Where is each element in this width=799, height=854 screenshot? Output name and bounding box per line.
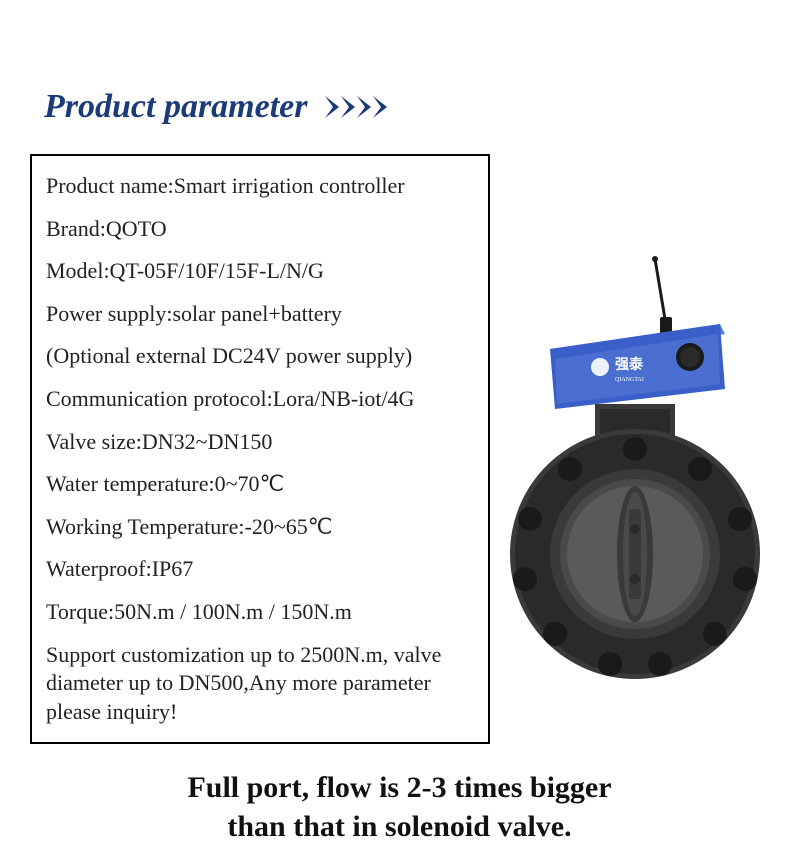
bolt-hole-icon	[543, 622, 567, 646]
bolt-hole-icon	[688, 457, 712, 481]
footer-line-2: than that in solenoid valve.	[0, 807, 799, 846]
spec-valve-size: Valve size:DN32~DN150	[46, 428, 474, 457]
butterfly-stem-icon	[629, 509, 641, 599]
brand-label: 强泰	[615, 356, 644, 373]
arrow-icon	[373, 96, 387, 118]
spec-water-temp: Water temperature:0~70℃	[46, 470, 474, 499]
spec-model: Model:QT-05F/10F/15F-L/N/G	[46, 257, 474, 286]
bolt-hole-icon	[648, 652, 672, 676]
antenna-tip-icon	[652, 256, 658, 262]
arrows-decoration	[325, 96, 387, 118]
brand-logo-icon	[591, 358, 609, 376]
stem-bolt-icon	[630, 574, 640, 584]
footer-text: Full port, flow is 2-3 times bigger than…	[0, 768, 799, 846]
bolt-hole-icon	[623, 437, 647, 461]
spec-power-supply: Power supply:solar panel+battery	[46, 300, 474, 329]
knob-inner-icon	[680, 347, 700, 367]
bolt-hole-icon	[703, 622, 727, 646]
content-area: Product name:Smart irrigation controller…	[0, 154, 799, 744]
footer-line-1: Full port, flow is 2-3 times bigger	[0, 768, 799, 807]
arrow-icon	[325, 96, 339, 118]
spec-waterproof: Waterproof:IP67	[46, 555, 474, 584]
arrow-icon	[357, 96, 371, 118]
bolt-hole-icon	[728, 507, 752, 531]
bolt-hole-icon	[598, 652, 622, 676]
spec-torque: Torque:50N.m / 100N.m / 150N.m	[46, 598, 474, 627]
spec-box: Product name:Smart irrigation controller…	[30, 154, 490, 744]
bolt-hole-icon	[558, 457, 582, 481]
product-illustration: 强泰 QIANGTAI	[495, 249, 775, 689]
spec-working-temp: Working Temperature:-20~65℃	[46, 513, 474, 542]
header: Product parameter	[0, 0, 799, 126]
arrow-icon	[341, 96, 355, 118]
spec-power-optional: (Optional external DC24V power supply)	[46, 342, 474, 371]
bolt-hole-icon	[733, 567, 757, 591]
stem-bolt-icon	[630, 524, 640, 534]
product-image-area: 强泰 QIANGTAI	[490, 154, 779, 744]
spec-communication: Communication protocol:Lora/NB-iot/4G	[46, 385, 474, 414]
brand-sublabel: QIANGTAI	[615, 377, 644, 383]
bolt-hole-icon	[518, 507, 542, 531]
spec-brand: Brand:QOTO	[46, 215, 474, 244]
antenna-icon	[655, 259, 665, 319]
page-title: Product parameter	[44, 88, 307, 126]
spec-customization: Support customization up to 2500N.m, val…	[46, 641, 474, 727]
bolt-hole-icon	[513, 567, 537, 591]
spec-product-name: Product name:Smart irrigation controller	[46, 172, 474, 201]
